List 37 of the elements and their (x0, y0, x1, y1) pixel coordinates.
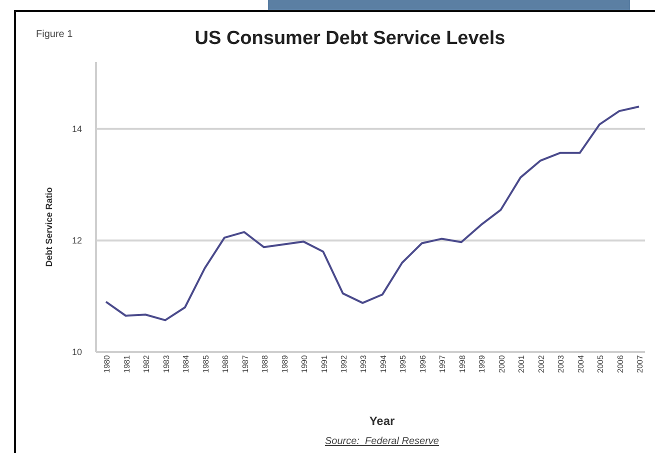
x-tick-label: 1986 (221, 354, 230, 373)
x-tick-label: 1982 (142, 354, 152, 373)
x-tick-label: 1981 (122, 354, 132, 373)
x-tick-label: 2006 (616, 354, 625, 373)
x-tick-label: 1994 (378, 354, 388, 373)
y-tick-label: 14 (72, 124, 82, 134)
x-tick-label: 1989 (280, 354, 290, 373)
x-tick-label: 2007 (636, 354, 645, 373)
x-tick-label: 1996 (418, 354, 428, 373)
x-tick-label: 2005 (596, 354, 606, 373)
x-tick-label: 2002 (536, 354, 546, 373)
x-tick-label: 2004 (576, 354, 586, 373)
x-tick-label: 1995 (398, 354, 408, 373)
x-tick-label: 1992 (339, 354, 348, 373)
x-tick-label: 1991 (320, 354, 329, 373)
y-tick-label: 12 (72, 235, 82, 246)
caption: Figure 1 (36, 29, 74, 40)
x-tick-label: 1997 (438, 354, 448, 373)
x-tick-label: 1984 (182, 354, 191, 373)
x-tick-label: 1999 (478, 354, 487, 373)
x-tick-label: 1983 (162, 354, 171, 373)
x-tick-label: 2003 (556, 354, 566, 373)
y-axis-title: Debt Service Ratio (44, 186, 54, 267)
x-tick-label: 1987 (240, 354, 250, 373)
x-tick-label: 1988 (260, 354, 270, 373)
y-tick-label: 10 (72, 346, 82, 357)
x-tick-label: 1980 (102, 354, 112, 373)
x-tick-label: 2000 (497, 354, 506, 373)
line-series (105, 106, 640, 322)
x-tick-label: 1998 (458, 354, 467, 373)
x-tick-label: 1993 (359, 354, 368, 373)
x-axis-title: Year (369, 414, 396, 428)
x-tick-label: 1985 (201, 354, 210, 373)
x-tick-label: 1990 (300, 354, 310, 373)
source-note: Source: Federal Reserve (325, 436, 440, 447)
chart-title: US Consumer Debt Service Levels (194, 28, 506, 49)
x-tick-label: 2001 (517, 354, 526, 373)
